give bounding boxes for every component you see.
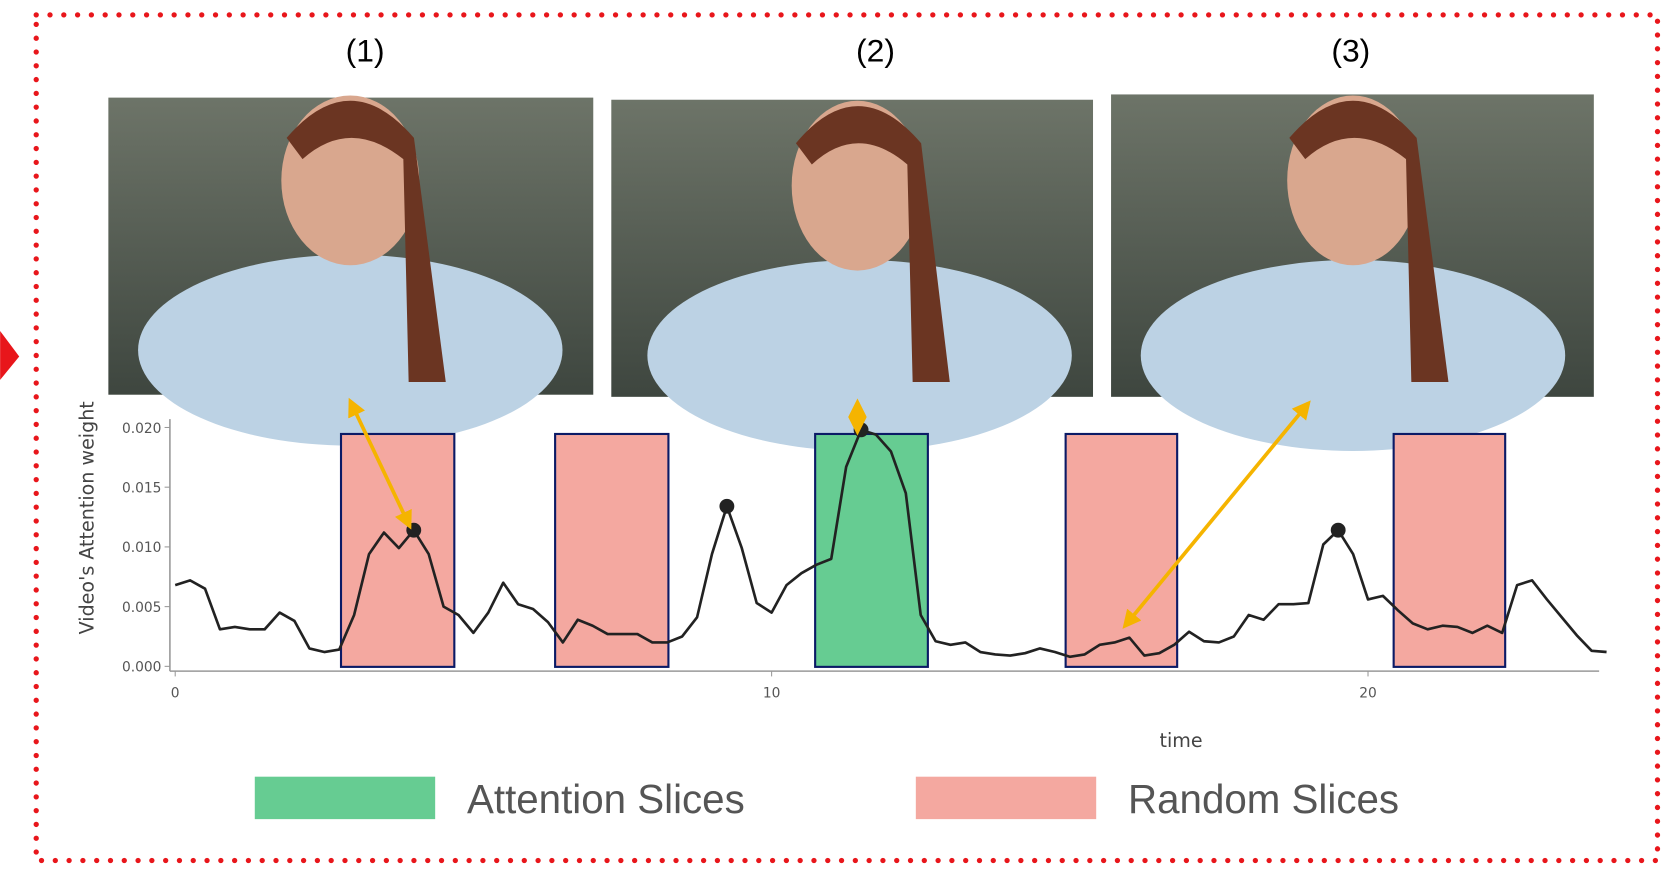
slice: [555, 434, 668, 667]
slice: [1066, 434, 1178, 667]
photos: [108, 94, 1593, 451]
photo: [611, 100, 1093, 451]
legend-label: Random Slices: [1128, 777, 1399, 822]
legend: Attention Slices Random Slices: [255, 777, 1399, 822]
legend-swatch: [255, 777, 435, 819]
legend-label: Attention Slices: [467, 777, 745, 822]
pointer-triangle: [0, 331, 19, 380]
peak-point: [1331, 523, 1346, 538]
photo-label: (3): [1331, 33, 1370, 69]
y-axis-title: Video's Attention weight: [76, 401, 99, 635]
x-axis-title: time: [1160, 729, 1203, 752]
slice: [1394, 434, 1506, 667]
slice: [341, 434, 454, 667]
x-tick-label: 20: [1359, 686, 1377, 702]
legend-swatch: [916, 777, 1096, 819]
y-tick-label: 0.005: [122, 600, 161, 616]
photo-label: (2): [856, 33, 895, 69]
photo-label: (1): [346, 33, 385, 69]
figure: (1) (2) (3) Video's Attention weight tim…: [0, 0, 1664, 869]
x-tick-label: 10: [763, 686, 781, 702]
y-tick-label: 0.010: [122, 540, 161, 556]
y-tick-label: 0.020: [122, 421, 161, 437]
plot: 0.000 0.005 0.010 0.015 0.020 0 10 20: [122, 419, 1607, 702]
y-tick-label: 0.015: [122, 480, 161, 496]
peak-point: [719, 499, 734, 514]
photo: [108, 95, 593, 445]
y-tick-label: 0.000: [122, 660, 161, 676]
x-tick-label: 0: [171, 686, 180, 702]
photo: [1111, 94, 1594, 451]
